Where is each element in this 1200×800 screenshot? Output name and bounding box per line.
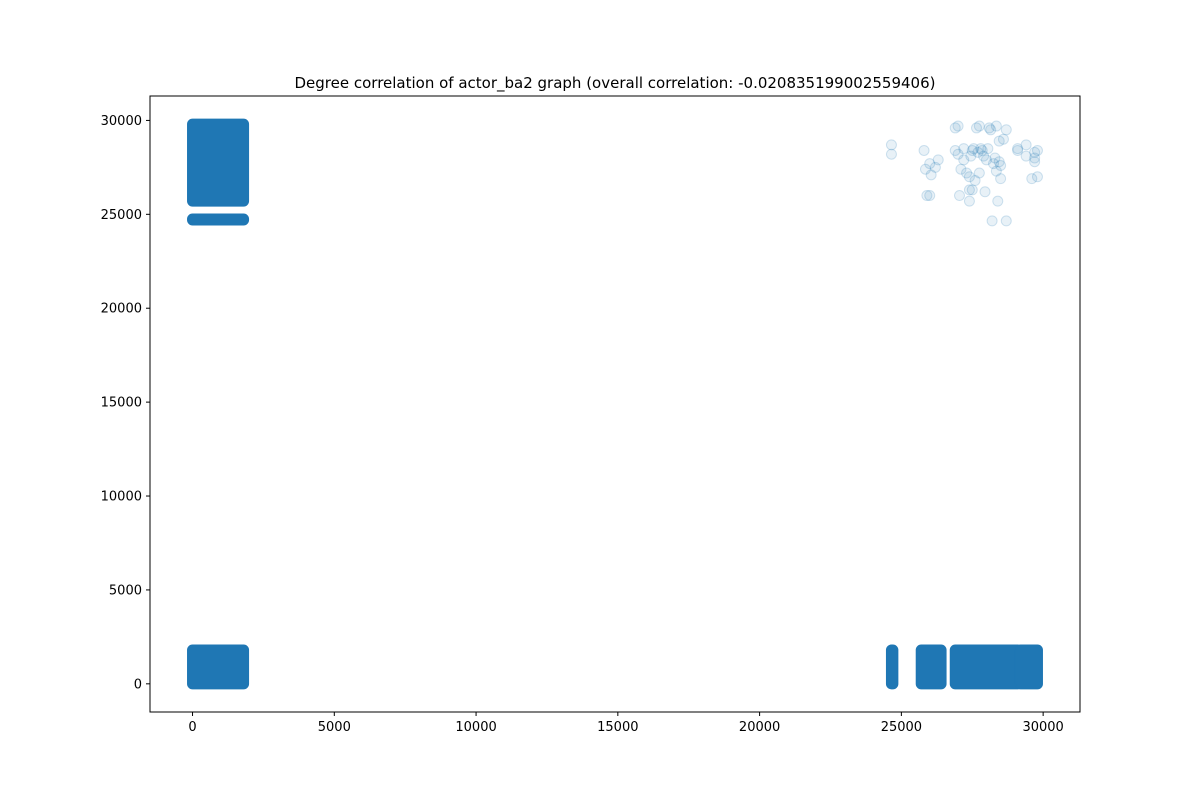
x-tick-label: 20000: [739, 720, 780, 735]
scatter-point: [976, 144, 988, 156]
x-tick-label: 0: [188, 720, 196, 735]
scatter-point: [990, 120, 1002, 132]
scatter-point: [963, 184, 975, 196]
scatter-point: [924, 158, 936, 170]
axes-frame: [149, 95, 1081, 713]
scatter-point: [973, 120, 985, 132]
scatter-point: [972, 146, 984, 158]
x-tick-label: 30000: [1022, 720, 1063, 735]
scatter-point: [952, 148, 964, 160]
plot-area: [187, 118, 1043, 690]
y-tick-label: 20000: [101, 302, 142, 317]
y-tick-label: 15000: [101, 396, 142, 411]
dense-point-cluster: [1014, 644, 1043, 690]
scatter-point: [975, 143, 987, 155]
scatter-point: [983, 122, 995, 134]
scatter-point: [969, 175, 981, 187]
scatter-point: [1026, 173, 1038, 185]
scatter-point: [949, 122, 961, 134]
scatter-point: [958, 154, 970, 166]
scatter-point: [993, 156, 1005, 168]
x-tick-label: 10000: [455, 720, 496, 735]
scatter-point: [918, 144, 930, 156]
scatter-point: [980, 154, 992, 166]
scatter-point: [1012, 144, 1024, 156]
dense-point-cluster: [915, 644, 947, 690]
scatter-point: [978, 150, 990, 162]
scatter-point: [985, 124, 997, 136]
scatter-point: [919, 163, 931, 175]
scatter-point: [1029, 146, 1041, 158]
scatter-point: [988, 158, 1000, 170]
scatter-point: [885, 148, 897, 160]
scatter-point: [973, 167, 985, 179]
scatter-point: [990, 165, 1002, 177]
x-tick-label: 5000: [318, 720, 351, 735]
y-tick-label: 30000: [101, 114, 142, 129]
scatter-point: [966, 184, 978, 196]
y-tick-label: 10000: [101, 490, 142, 505]
scatter-point: [925, 169, 937, 181]
scatter-point: [982, 143, 994, 155]
dense-point-cluster: [949, 644, 1024, 690]
scatter-point: [924, 190, 936, 202]
y-tick-label: 25000: [101, 208, 142, 223]
scatter-point: [968, 143, 980, 155]
scatter-point: [1031, 171, 1043, 183]
scatter-point: [932, 154, 944, 166]
scatter-point: [1029, 152, 1041, 164]
scatter-point: [958, 143, 970, 155]
scatter-point: [997, 133, 1009, 145]
scatter-point: [953, 190, 965, 202]
x-axis: 0 5000 10000 15000 20000 25000 30000: [188, 712, 1064, 735]
scatter-point: [995, 159, 1007, 171]
scatter-point: [963, 195, 975, 207]
scatter-point: [949, 144, 961, 156]
y-tick-label: 5000: [109, 583, 142, 598]
scatter-point: [965, 150, 977, 162]
scatter-point: [989, 152, 1001, 164]
scatter-point: [1000, 215, 1012, 227]
scatter-point: [1020, 139, 1032, 151]
scatter-point: [1029, 156, 1041, 168]
scatter-point: [971, 122, 983, 134]
scatter-point: [1031, 144, 1043, 156]
x-tick-label: 15000: [597, 720, 638, 735]
scatter-point: [963, 171, 975, 183]
scatter-point: [955, 163, 967, 175]
scatter-point: [952, 120, 964, 132]
dense-point-cluster: [187, 118, 250, 207]
scatter-point: [921, 190, 933, 202]
dense-point-cluster: [187, 213, 250, 226]
x-tick-label: 25000: [881, 720, 922, 735]
chart-title: Degree correlation of actor_ba2 graph (o…: [295, 74, 936, 93]
scatter-point: [885, 139, 897, 151]
scatter-point: [995, 173, 1007, 185]
scatter-point: [966, 144, 978, 156]
dense-point-cluster: [187, 644, 250, 690]
scatter-point: [979, 186, 991, 198]
scatter-point: [1000, 124, 1012, 136]
scatter-point: [993, 135, 1005, 147]
dense-point-cluster: [885, 644, 899, 690]
scatter-point: [1012, 143, 1024, 155]
y-axis: 0 5000 10000 15000 20000 25000 30000: [101, 114, 150, 692]
y-tick-label: 0: [134, 677, 142, 692]
scatter-point: [961, 167, 973, 179]
scatter-point: [1020, 150, 1032, 162]
scatter-point: [992, 195, 1004, 207]
scatter-point: [986, 215, 998, 227]
scatter-point: [929, 161, 941, 173]
